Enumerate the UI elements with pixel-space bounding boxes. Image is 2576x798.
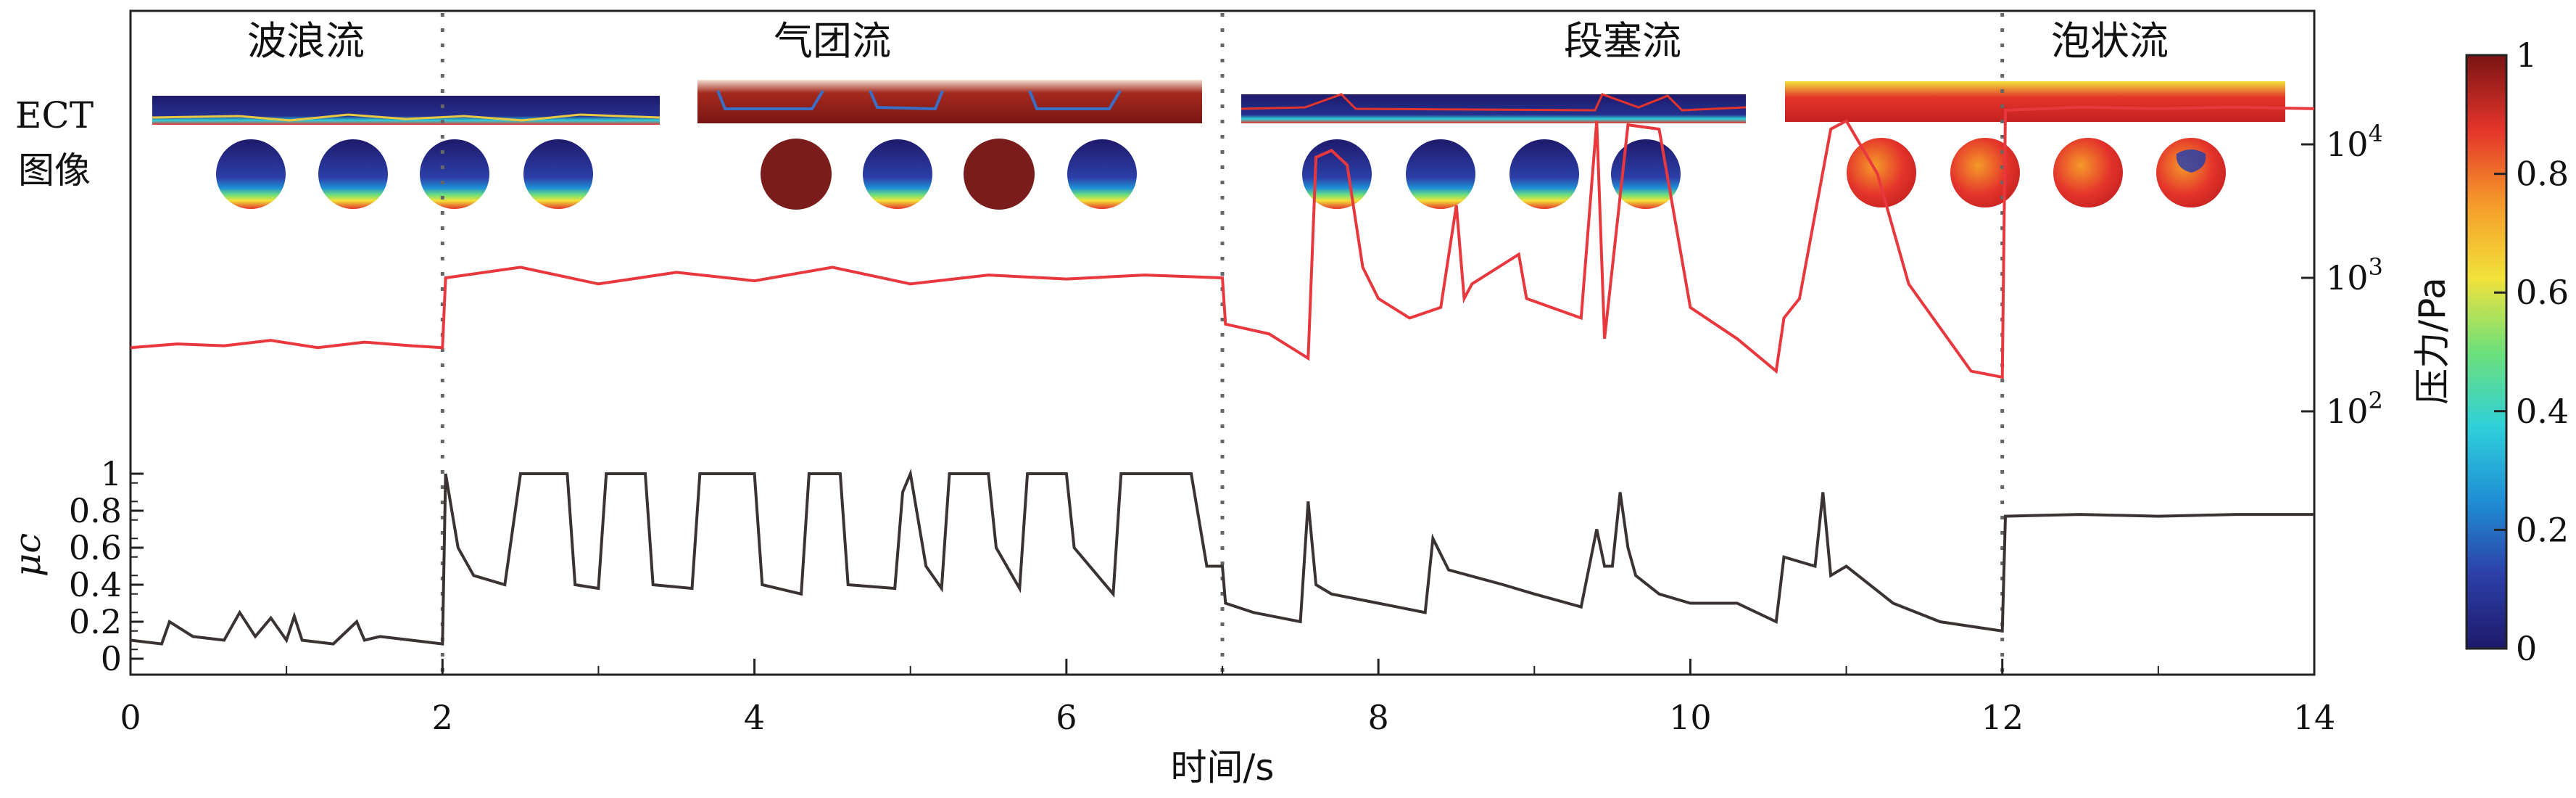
ect-circle-plug-1 <box>761 139 832 210</box>
regime-label-slug: 段塞流 <box>1564 18 1681 64</box>
time-tick-label: 4 <box>744 698 765 737</box>
time-tick-label: 10 <box>1669 698 1712 737</box>
regime-label-plug: 气团流 <box>774 18 891 64</box>
ect-circle-bubble-2 <box>1950 138 2020 207</box>
regime-labels: 波浪流 气团流 段塞流 泡状流 <box>247 18 2169 64</box>
mu-c-tick-label: 0.8 <box>69 491 122 530</box>
ect-band-wave <box>152 96 660 125</box>
mu-c-tick-label: 1 <box>101 454 122 493</box>
mu-c-series-line <box>130 468 2314 646</box>
ect-circle-slug-1 <box>1302 139 1372 209</box>
ect-label: ECT 图像 <box>15 94 94 192</box>
ect-circle-slug-3 <box>1509 139 1579 209</box>
colorbar-tick-label: 1 <box>2516 36 2537 75</box>
ect-circle-plug-4 <box>1067 139 1137 209</box>
ect-band-plug-bubbles <box>716 89 1122 111</box>
time-tick-label: 12 <box>1981 698 2024 737</box>
pressure-tick-label: 103 <box>2326 253 2383 297</box>
time-tick-label: 0 <box>120 698 141 737</box>
regime-label-wave: 波浪流 <box>247 18 365 64</box>
ect-circle-bubble-4-void <box>2176 149 2206 173</box>
time-axis-label: 时间/s <box>1171 746 1275 789</box>
colorbar-axis: 0 0.2 0.4 0.6 0.8 1 <box>2494 36 2569 668</box>
colorbar-tick-label: 0 <box>2516 629 2537 668</box>
colorbar-tick-label: 0.2 <box>2516 510 2569 549</box>
pressure-tick-label: 102 <box>2326 387 2383 431</box>
ect-circle-plug-2 <box>863 139 932 209</box>
mu-c-axis-label: μc <box>7 533 49 577</box>
ect-circle-wave-3 <box>420 139 489 209</box>
ect-band-bubble <box>1785 81 2285 122</box>
ect-circles <box>216 138 2226 210</box>
colorbar-tick-label: 0.6 <box>2516 273 2569 312</box>
ect-band-slug-interface <box>1241 93 1747 112</box>
time-axis: 0 2 4 6 8 10 12 14 <box>120 659 2335 737</box>
colorbar-tick-label: 0.4 <box>2516 392 2569 431</box>
colorbar-tick-label: 0.8 <box>2516 155 2569 194</box>
ect-circle-bubble-1 <box>1847 138 1916 207</box>
ect-circle-wave-1 <box>216 139 286 209</box>
time-tick-label: 2 <box>432 698 453 737</box>
ect-band-wave-interface <box>152 113 660 122</box>
regime-dividers <box>440 13 2005 673</box>
regime-label-bubble: 泡状流 <box>2051 18 2169 64</box>
mu-c-tick-label: 0.2 <box>69 602 122 641</box>
pressure-tick-label: 104 <box>2326 120 2383 164</box>
mu-c-tick-label: 0.6 <box>69 528 122 567</box>
mu-c-tick-label: 0 <box>101 639 122 678</box>
time-tick-label: 14 <box>2293 698 2336 737</box>
time-tick-label: 8 <box>1368 698 1389 737</box>
pressure-axis: 102 103 104 <box>2301 120 2383 431</box>
mu-c-tick-label: 0.4 <box>69 565 122 604</box>
ect-label-line1: ECT <box>15 94 94 136</box>
ect-circle-wave-4 <box>523 139 593 209</box>
ect-circle-bubble-3 <box>2053 138 2123 207</box>
ect-band-plug <box>697 80 1202 123</box>
mu-c-axis: 00.20.40.60.81 <box>69 454 144 678</box>
ect-circle-slug-2 <box>1406 139 1475 209</box>
pressure-series-line <box>130 105 2315 379</box>
colorbar <box>2465 54 2508 650</box>
ect-circle-wave-2 <box>318 139 388 209</box>
pressure-axis-label: 压力/Pa <box>2411 277 2453 404</box>
ect-label-line2: 图像 <box>18 149 91 192</box>
ect-band-images <box>152 80 2285 125</box>
time-tick-label: 6 <box>1056 698 1077 737</box>
ect-circle-plug-3 <box>964 139 1035 210</box>
